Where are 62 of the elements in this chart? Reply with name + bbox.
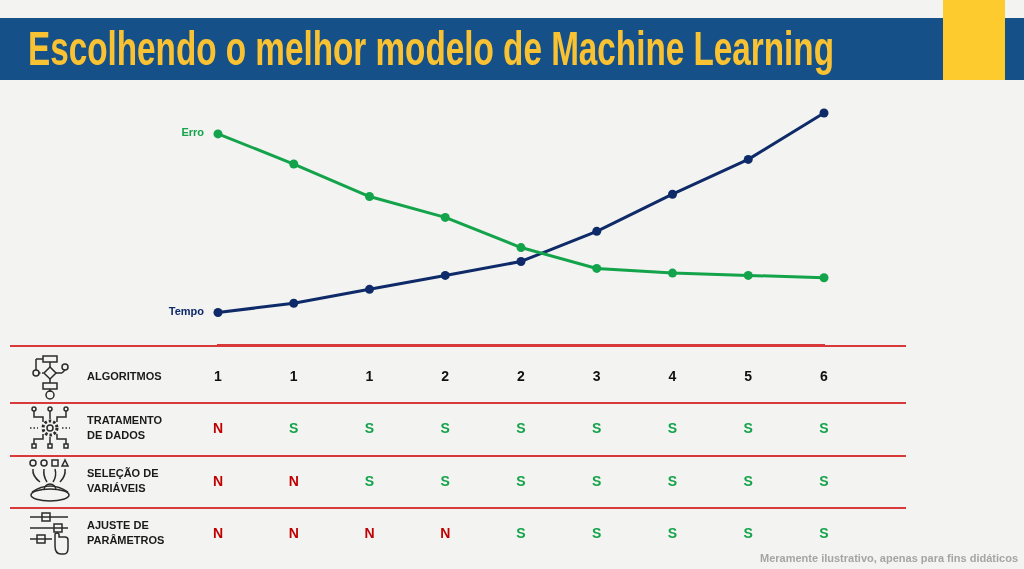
text: S bbox=[667, 525, 678, 541]
point bbox=[668, 189, 677, 199]
text: N bbox=[212, 420, 224, 436]
chart-title: Escolhendo o melhor modelo de Machine Learning bbox=[28, 22, 834, 75]
text: S bbox=[667, 473, 678, 489]
x-tick-label: 1 bbox=[365, 368, 374, 385]
text: N bbox=[288, 525, 299, 541]
text: N bbox=[440, 525, 451, 541]
x-tick-label: 2 bbox=[517, 368, 526, 385]
text: S bbox=[289, 420, 299, 436]
text: S bbox=[592, 473, 602, 489]
text: N bbox=[212, 473, 224, 489]
text: S bbox=[364, 420, 375, 436]
text: S bbox=[516, 420, 526, 436]
point bbox=[289, 298, 299, 308]
point bbox=[516, 256, 526, 266]
text: S bbox=[819, 420, 829, 436]
series-label: Erro bbox=[181, 125, 205, 138]
x-axis-title: ALGORITMOS bbox=[87, 370, 162, 383]
x-tick-label: 4 bbox=[668, 368, 677, 385]
x-tick-label: 2 bbox=[441, 368, 450, 385]
x-tick-label: 1 bbox=[214, 368, 223, 385]
x-tick-label: 1 bbox=[289, 368, 298, 385]
text: S bbox=[440, 473, 450, 489]
text: S bbox=[743, 473, 753, 489]
text: Meramente ilustrativo, apenas para fins didáticos bbox=[760, 552, 1018, 564]
text: S bbox=[516, 473, 526, 489]
point bbox=[592, 263, 602, 273]
point bbox=[819, 108, 829, 118]
series-label: Tempo bbox=[168, 304, 205, 317]
point bbox=[668, 268, 677, 278]
text: S bbox=[819, 525, 829, 541]
x-tick-label: 6 bbox=[820, 368, 829, 385]
point bbox=[440, 212, 450, 222]
point bbox=[289, 159, 299, 169]
point bbox=[213, 129, 223, 139]
point bbox=[213, 308, 223, 318]
text: S bbox=[364, 473, 375, 489]
x-tick-label: 3 bbox=[592, 368, 601, 385]
text: S bbox=[667, 420, 678, 436]
text: N bbox=[364, 525, 375, 541]
category-label: TRATAMENTO DE DADOS bbox=[87, 414, 163, 441]
text: S bbox=[743, 420, 753, 436]
point bbox=[592, 226, 602, 236]
point bbox=[440, 270, 450, 280]
text: S bbox=[819, 473, 829, 489]
point bbox=[819, 273, 829, 283]
point bbox=[743, 154, 753, 164]
category-label: SELEÇÃO DE VARIÁVEIS bbox=[87, 467, 159, 494]
point bbox=[365, 192, 374, 202]
text: S bbox=[440, 420, 450, 436]
text: S bbox=[592, 420, 602, 436]
point bbox=[365, 284, 374, 294]
point bbox=[516, 243, 526, 253]
point bbox=[743, 270, 753, 280]
text: S bbox=[516, 525, 526, 541]
text: S bbox=[592, 525, 602, 541]
category-label: AJUSTE DE PARÂMETROS bbox=[87, 519, 165, 546]
text: N bbox=[212, 525, 224, 541]
text: N bbox=[288, 473, 299, 489]
text: S bbox=[743, 525, 753, 541]
x-tick-label: 5 bbox=[744, 368, 753, 385]
